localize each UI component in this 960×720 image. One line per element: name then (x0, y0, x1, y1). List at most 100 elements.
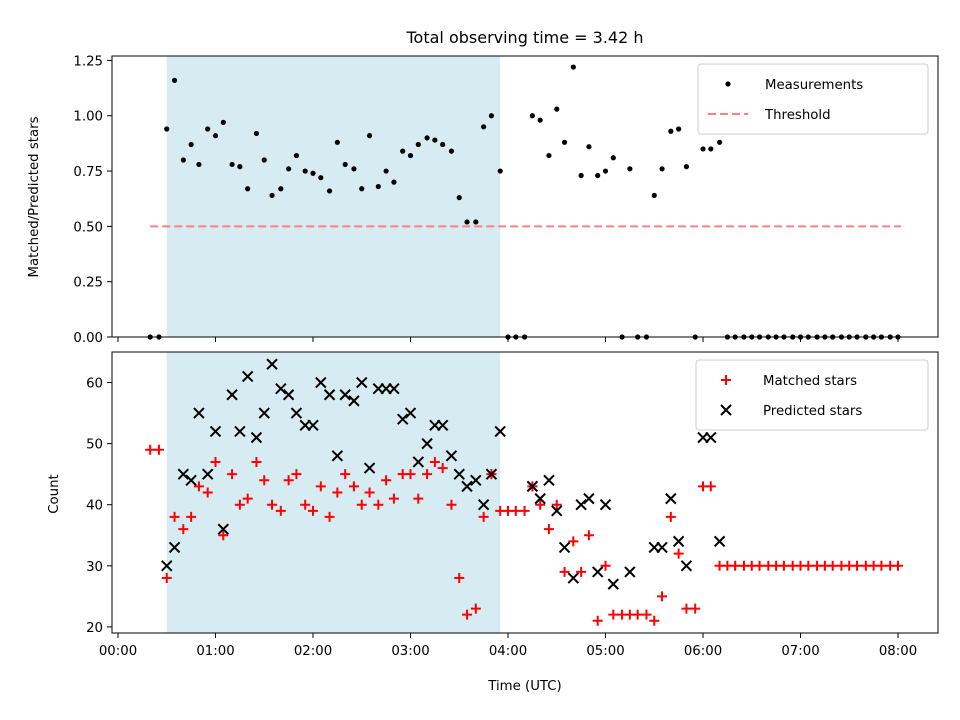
measurement-point (424, 135, 430, 141)
measurement-point (310, 170, 316, 176)
matched-star-point (510, 505, 521, 516)
predicted-star-point (591, 566, 604, 578)
top-legend-label: Threshold (764, 108, 831, 123)
predicted-star-point (209, 425, 222, 438)
predicted-star-point (250, 431, 263, 444)
predicted-star-point (526, 480, 539, 493)
top-legend: Measurements Threshold (697, 63, 929, 135)
matched-star-point (803, 560, 814, 571)
predicted-star-point (436, 419, 449, 432)
predicted-star-point (290, 407, 303, 419)
matched-star-point (730, 560, 741, 571)
matched-star-point (576, 566, 587, 577)
predicted-star-point (534, 492, 546, 505)
matched-star-point (145, 444, 156, 455)
x-axis-label: Time (UTC) (487, 679, 562, 694)
predicted-star-point (404, 407, 417, 419)
bottom-legend-box (695, 359, 929, 431)
measurement-point (302, 168, 308, 174)
measurement-point (375, 183, 381, 190)
predicted-star-point (307, 419, 319, 432)
matched-star-point (153, 444, 164, 455)
measurement-point (326, 188, 333, 194)
bottom-y-tick-label: 40 (86, 499, 103, 514)
top-panel: 0.00 0.25 0.50 0.75 1.00 1.25 Measurements Thre… (73, 54, 939, 346)
predicted-star-point (396, 413, 409, 425)
measurement-point (407, 152, 414, 159)
predicted-star-point (226, 389, 238, 401)
measurement-point (293, 152, 300, 159)
measurement-point (366, 133, 373, 139)
measurement-point (651, 192, 657, 198)
matched-star-point (535, 499, 546, 510)
bottom-x-tick-label: 05:00 (586, 644, 624, 659)
measurement-point (473, 219, 479, 225)
measurement-point (180, 157, 186, 163)
matched-star-point (470, 603, 481, 614)
predicted-star-point (665, 492, 677, 505)
predicted-star-point (551, 505, 563, 517)
matched-star-point (315, 481, 326, 492)
predicted-star-point (193, 407, 205, 419)
top-legend-label: Measurements (765, 78, 863, 93)
measurement-point (561, 139, 568, 145)
measurement-point (448, 148, 455, 154)
matched-star-point (543, 524, 554, 535)
matched-star-point (210, 456, 221, 467)
predicted-star-point (177, 468, 190, 480)
matched-star-point (649, 615, 660, 626)
matched-star-point (462, 609, 473, 620)
matched-star-point (705, 481, 716, 492)
measurement-point (610, 155, 616, 161)
measurement-point (627, 166, 633, 172)
bottom-axes-frame (111, 351, 939, 634)
matched-star-point (559, 566, 570, 577)
measurement-point (334, 139, 340, 145)
matched-star-point (300, 499, 311, 510)
top-y-tick-label: 0.50 (73, 220, 103, 235)
measurement-point (278, 186, 284, 192)
matched-star-point (364, 487, 375, 498)
top-axes-frame (111, 55, 939, 338)
matched-star-point (169, 511, 180, 522)
matched-star-point (551, 499, 562, 510)
matched-star-point (413, 493, 424, 504)
measurement-point (586, 144, 592, 150)
matched-star-point (852, 560, 863, 571)
measurement-point (383, 168, 389, 174)
matched-star-point (600, 560, 611, 571)
predicted-star-point (363, 462, 376, 474)
measurement-point (229, 161, 235, 168)
matched-star-point (568, 536, 579, 547)
legend-predicted-marker (720, 404, 732, 416)
measurement-point (716, 139, 723, 145)
matched-star-point (308, 505, 318, 516)
matched-star-point (178, 524, 189, 535)
matched-star-point (332, 487, 343, 498)
predicted-star-point (258, 407, 270, 419)
measurement-point (415, 141, 421, 148)
measurement-point (456, 195, 462, 201)
bottom-legend: Matched stars Predicted stars (695, 359, 929, 431)
bottom-x-tick-label: 06:00 (684, 644, 722, 659)
matched-star-point (422, 469, 433, 480)
measurement-point (188, 141, 194, 148)
bottom-panel: 20 30 40 50 60 00:00 01:00 02:00 03:00 04:00 05:00… (86, 351, 939, 659)
matched-star-point (218, 530, 229, 541)
matched-star-point (340, 469, 351, 480)
matched-star-point (186, 511, 197, 522)
predicted-star-point (485, 468, 498, 480)
measurement-point (464, 219, 470, 225)
predicted-star-point (348, 395, 360, 407)
predicted-star-point (241, 370, 254, 383)
top-y-tick-label: 0.00 (73, 331, 103, 346)
measurement-point (488, 113, 495, 119)
top-observing-window-shade (166, 56, 501, 337)
matched-star-point (641, 609, 652, 620)
predicted-star-point (275, 382, 287, 395)
measurement-point (700, 146, 706, 152)
predicted-star-point (168, 541, 181, 554)
bottom-x-tick-label: 07:00 (781, 644, 819, 659)
matched-star-point (202, 487, 213, 498)
matched-star-point (429, 456, 440, 467)
